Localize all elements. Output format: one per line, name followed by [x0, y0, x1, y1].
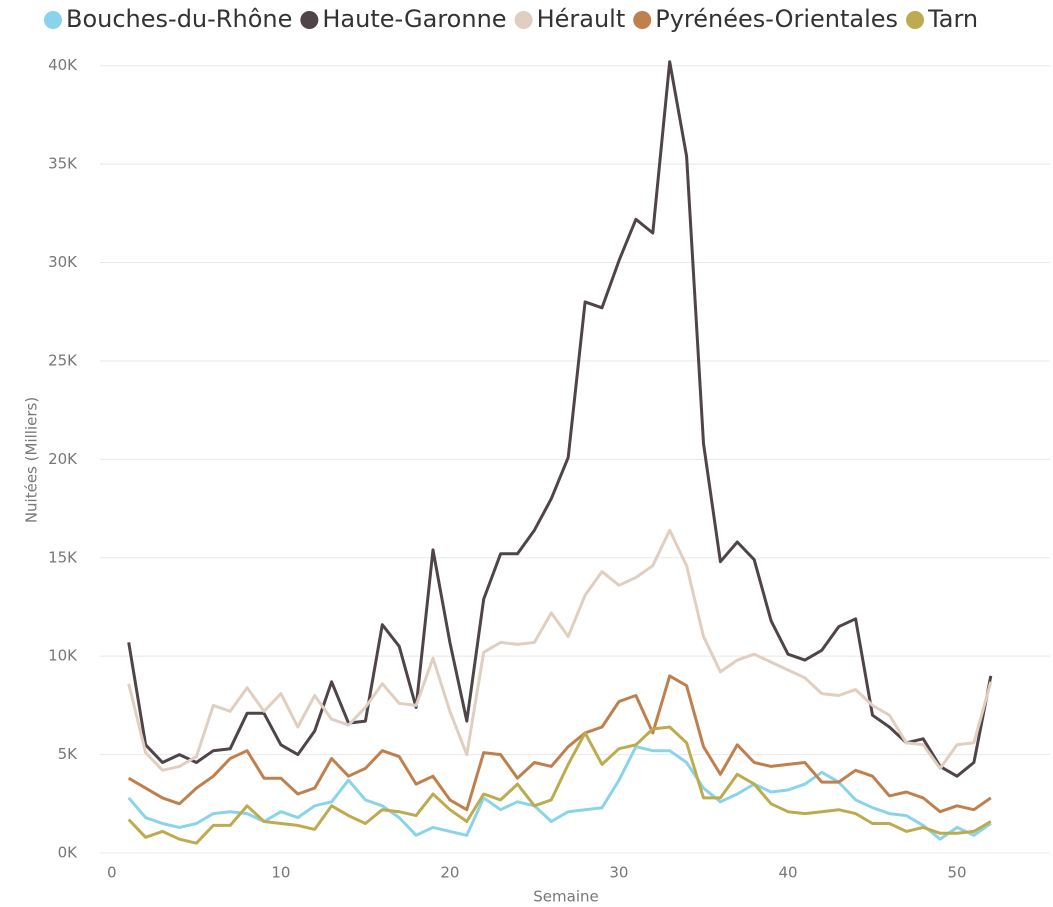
legend-label: Bouches-du-Rhône: [66, 5, 292, 33]
legend-label: Hérault: [537, 5, 626, 33]
x-tick-label: 40: [778, 864, 797, 882]
legend-marker: [300, 11, 319, 29]
y-tick-label: 20K: [48, 450, 78, 468]
x-tick-label: 0: [107, 864, 117, 882]
y-tick-label: 0K: [58, 844, 79, 862]
y-tick-label: 40K: [48, 56, 78, 74]
legend-marker: [633, 11, 652, 29]
y-tick-label: 30K: [48, 253, 78, 271]
y-tick-label: 15K: [48, 548, 78, 566]
legend: Bouches-du-Rhône Haute-Garonne Hérault Pyré…: [44, 5, 978, 33]
series-line: [127, 60, 993, 778]
series-line: [127, 674, 992, 814]
legend-marker: [906, 11, 925, 29]
y-axis-title: Nuitées (Milliers): [23, 397, 41, 523]
x-tick-label: 20: [440, 864, 459, 882]
y-tick-label: 25K: [48, 351, 78, 369]
x-tick-label: 10: [271, 864, 290, 882]
legend-label: Haute-Garonne: [322, 5, 506, 33]
legend-marker: [44, 11, 62, 29]
legend-label: Tarn: [927, 5, 978, 33]
x-axis-title: Semaine: [533, 888, 598, 906]
x-tick-label: 30: [609, 864, 628, 882]
series-line: [127, 745, 992, 841]
x-tick-label: 50: [947, 864, 966, 882]
series-line: [127, 528, 993, 772]
y-tick-label: 5K: [58, 745, 79, 763]
y-tick-label: 35K: [48, 155, 78, 173]
legend-label: Pyrénées-Orientales: [655, 5, 898, 33]
y-tick-label: 10K: [48, 647, 78, 665]
legend-marker: [514, 11, 533, 29]
series-line: [127, 725, 992, 845]
